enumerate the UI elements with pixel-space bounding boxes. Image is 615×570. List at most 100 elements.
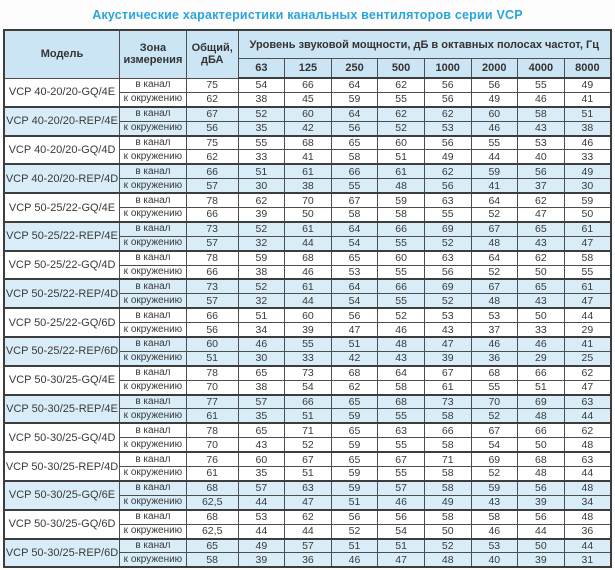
- spl-value: 48: [517, 466, 565, 482]
- spl-value: 47: [563, 235, 612, 252]
- spl-value: 29: [563, 322, 612, 338]
- spl-value: 64: [470, 249, 519, 266]
- table-row-duct: VCP 50-25/22-REP/4D в канал 73 52 61 64 …: [3, 278, 612, 309]
- column-header-total-dba: Общий, дБА: [185, 29, 239, 79]
- spl-value: 61: [284, 278, 332, 295]
- spl-value: 38: [237, 264, 286, 280]
- spl-value: 55: [377, 91, 425, 108]
- spl-value: 58: [377, 207, 425, 223]
- total-dba-value: 62,5: [185, 494, 239, 511]
- spl-value: 63: [284, 479, 332, 496]
- total-dba-value: 76: [185, 451, 239, 468]
- total-dba-value: 73: [185, 278, 239, 295]
- spl-value: 47: [423, 336, 472, 352]
- spl-value: 52: [423, 235, 472, 252]
- spl-value: 71: [284, 422, 332, 439]
- column-header-frequency: 125: [284, 58, 332, 79]
- model-name: VCP 50-30/25-GQ/6D: [3, 508, 120, 539]
- spl-value: 48: [377, 178, 425, 194]
- total-dba-value: 61: [185, 466, 239, 482]
- spl-value: 55: [377, 264, 425, 280]
- spl-value: 43: [517, 120, 565, 137]
- spl-value: 67: [470, 220, 519, 237]
- column-header-frequency: 500: [377, 58, 425, 79]
- spl-value: 59: [330, 437, 379, 453]
- spl-value: 58: [423, 508, 472, 525]
- spl-value: 59: [237, 249, 286, 266]
- total-dba-value: 56: [185, 120, 239, 137]
- spl-value: 56: [330, 508, 379, 525]
- total-dba-value: 78: [185, 249, 239, 266]
- spl-value: 68: [517, 451, 565, 468]
- spl-value: 66: [517, 422, 565, 439]
- spl-value: 66: [423, 422, 472, 439]
- spl-value: 67: [423, 364, 472, 381]
- spl-value: 52: [284, 437, 332, 453]
- spl-value: 59: [563, 192, 612, 209]
- spl-value: 45: [284, 91, 332, 108]
- spl-value: 65: [237, 364, 286, 381]
- spl-value: 35: [237, 466, 286, 482]
- spl-value: 49: [470, 91, 519, 108]
- spl-value: 46: [470, 120, 519, 137]
- spl-value: 44: [517, 523, 565, 540]
- spl-value: 53: [423, 120, 472, 137]
- spl-value: 59: [377, 192, 425, 209]
- model-name: VCP 50-30/25-REP/4D: [3, 451, 120, 482]
- zone-label-duct: в канал: [119, 77, 187, 93]
- spl-value: 66: [330, 163, 379, 180]
- spl-value: 49: [563, 77, 612, 93]
- zone-label-duct: в канал: [119, 537, 187, 554]
- spl-value: 41: [470, 178, 519, 194]
- spl-value: 53: [470, 307, 519, 324]
- spl-value: 44: [237, 494, 286, 511]
- model-name: VCP 50-30/25-GQ/6E: [3, 479, 120, 511]
- zone-label-ambient: к окружению: [119, 235, 187, 252]
- model-name: VCP 50-25/22-GQ/4D: [3, 249, 120, 280]
- spl-value: 25: [563, 350, 612, 367]
- total-dba-value: 61: [185, 408, 239, 424]
- spl-value: 65: [517, 220, 565, 237]
- spl-value: 58: [563, 249, 612, 266]
- spl-value: 68: [284, 134, 332, 151]
- spl-value: 37: [517, 178, 565, 194]
- table-row-ambient: к окружению 70 38 54 62 58 61 55 51 47: [4, 379, 612, 396]
- table-row-duct: VCP 40-20/20-REP/4D в канал 66 51 61 66 …: [3, 163, 612, 194]
- spl-value: 53: [237, 508, 286, 525]
- spl-value: 65: [517, 278, 565, 295]
- total-dba-value: 70: [185, 437, 239, 453]
- column-header-frequency: 1000: [423, 58, 472, 79]
- total-dba-value: 73: [185, 220, 239, 237]
- spl-value: 63: [563, 451, 612, 468]
- spl-value: 39: [517, 494, 565, 511]
- spl-value: 43: [470, 494, 519, 511]
- spl-value: 51: [284, 408, 332, 424]
- spl-value: 41: [563, 91, 612, 108]
- spl-value: 65: [330, 451, 379, 468]
- frequency-header-row: 63 125 250 500 1000 2000 4000 8000: [4, 58, 612, 79]
- table-row-duct: VCP 50-30/25-GQ/4E в канал 78 65 73 68 6…: [3, 364, 612, 396]
- spl-value: 41: [563, 336, 612, 352]
- zone-label-ambient: к окружению: [119, 207, 187, 223]
- spl-value: 51: [563, 105, 612, 122]
- spl-value: 51: [330, 537, 379, 554]
- spl-value: 66: [377, 220, 425, 237]
- spl-value: 54: [377, 523, 425, 540]
- spl-value: 30: [237, 350, 286, 367]
- column-header-zone: Зона измерения: [119, 29, 187, 79]
- spl-value: 42: [330, 350, 379, 367]
- spl-value: 59: [330, 408, 379, 424]
- spl-value: 56: [517, 163, 565, 180]
- acoustic-characteristics-table: Модель Зона измерения Общий, дБА Уровень…: [3, 29, 612, 569]
- spl-value: 33: [284, 350, 332, 367]
- table-row-duct: VCP 50-25/22-REP/6D в канал 60 46 55 51 …: [3, 336, 612, 367]
- zone-label-duct: в канал: [119, 422, 187, 439]
- spl-value: 46: [330, 552, 379, 568]
- spl-value: 58: [423, 479, 472, 496]
- table-row-duct: VCP 50-30/25-GQ/4D в канал 78 65 71 65 6…: [3, 422, 612, 453]
- spl-value: 58: [517, 105, 565, 122]
- spl-value: 70: [470, 393, 519, 410]
- zone-label-duct: в канал: [119, 451, 187, 468]
- zone-label-duct: в канал: [119, 307, 187, 324]
- spl-value: 50: [517, 437, 565, 453]
